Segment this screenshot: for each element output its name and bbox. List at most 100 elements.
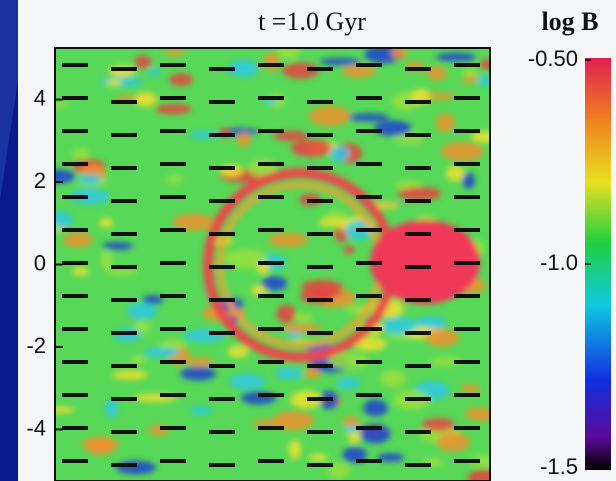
- field-blob: [172, 213, 214, 231]
- field-blob: [414, 316, 447, 330]
- field-blob: [268, 232, 309, 247]
- field-blob: [436, 432, 471, 452]
- field-blob: [282, 62, 319, 79]
- field-blob: [274, 367, 304, 379]
- field-blob: [86, 437, 115, 455]
- field-blob: [480, 59, 490, 70]
- field-blob: [272, 411, 314, 431]
- field-blob: [317, 219, 345, 227]
- colorbar-label: log B: [541, 7, 598, 36]
- hot-spot: [370, 220, 480, 304]
- field-blob: [421, 418, 456, 432]
- field-blob: [55, 211, 74, 229]
- field-blob: [105, 267, 138, 276]
- field-blob: [304, 367, 321, 379]
- field-blob: [341, 65, 376, 78]
- field-blob: [294, 312, 313, 323]
- field-blob: [126, 302, 158, 320]
- field-blob: [189, 406, 213, 415]
- field-blob: [382, 317, 417, 335]
- field-blob: [112, 370, 149, 380]
- field-blob: [77, 174, 102, 185]
- field-blob: [464, 407, 490, 422]
- field-blob: [187, 357, 214, 367]
- field-blob: [436, 113, 455, 133]
- field-map: [55, 48, 490, 481]
- colorbar-tick-label: -1.5: [540, 454, 578, 479]
- field-blob: [281, 324, 323, 333]
- field-blob: [461, 384, 480, 394]
- field-blob: [425, 328, 460, 347]
- field-blob: [380, 369, 407, 388]
- field-blob: [99, 77, 144, 87]
- field-blob: [363, 399, 388, 417]
- field-blob: [462, 172, 476, 189]
- field-blob: [106, 79, 122, 87]
- field-blob: [426, 66, 448, 81]
- field-blob: [164, 49, 185, 57]
- field-blob: [55, 169, 76, 184]
- field-blob: [143, 347, 180, 358]
- field-blob: [69, 188, 110, 205]
- field-blob: [463, 67, 478, 78]
- field-blob: [134, 91, 158, 107]
- y-tick-label: 4: [34, 85, 46, 110]
- field-blob: [180, 366, 217, 381]
- field-blob: [391, 48, 407, 60]
- field-blob: [376, 453, 405, 462]
- chart-title: t =1.0 Gyr: [258, 7, 366, 36]
- field-blob: [166, 174, 183, 184]
- field-blob: [276, 304, 297, 324]
- field-blob: [142, 295, 163, 305]
- field-blob: [460, 76, 479, 83]
- field-blob: [441, 141, 484, 161]
- field-blob: [470, 130, 490, 143]
- field-blob: [373, 120, 412, 137]
- field-blob: [102, 241, 134, 250]
- field-blob: [335, 377, 361, 390]
- field-blob: [224, 249, 267, 269]
- field-blob: [72, 266, 89, 276]
- field-blob: [134, 55, 152, 69]
- field-blob: [99, 218, 113, 228]
- field-blob: [467, 469, 490, 481]
- colorbar-tick-label: -1.0: [540, 250, 578, 275]
- y-tick-label: -4: [26, 415, 46, 440]
- field-blob: [342, 245, 355, 254]
- field-blob: [435, 52, 477, 62]
- field-blob: [328, 462, 350, 479]
- field-blob: [227, 345, 249, 358]
- field-blob: [474, 75, 490, 86]
- field-blob: [261, 276, 288, 291]
- field-blob: [342, 446, 368, 463]
- field-blob: [228, 60, 259, 77]
- field-blob: [146, 68, 161, 76]
- field-blob: [129, 355, 147, 364]
- field-blob: [55, 101, 68, 109]
- field-blob: [229, 373, 266, 390]
- field-blob: [329, 145, 350, 162]
- field-blob: [316, 290, 343, 297]
- field-blob: [237, 132, 252, 148]
- field-blob: [309, 453, 328, 462]
- field-blob: [105, 399, 118, 418]
- colorbar-tick-label: -0.50: [528, 46, 578, 71]
- field-blob: [319, 57, 362, 66]
- field-blob: [169, 73, 194, 86]
- field-blob: [290, 139, 332, 157]
- y-tick-label: 0: [34, 250, 46, 275]
- y-tick-label: -2: [26, 333, 46, 358]
- field-blob: [273, 130, 309, 141]
- field-blob: [115, 460, 157, 475]
- field-blob: [327, 353, 370, 369]
- field-blob: [155, 103, 192, 115]
- field-blob: [251, 284, 268, 296]
- field-blob: [100, 250, 113, 270]
- field-blob: [290, 390, 323, 409]
- field-blob: [308, 105, 351, 126]
- y-tick-label: 2: [34, 168, 46, 193]
- field-blob: [62, 232, 93, 248]
- field-blob: [263, 52, 280, 72]
